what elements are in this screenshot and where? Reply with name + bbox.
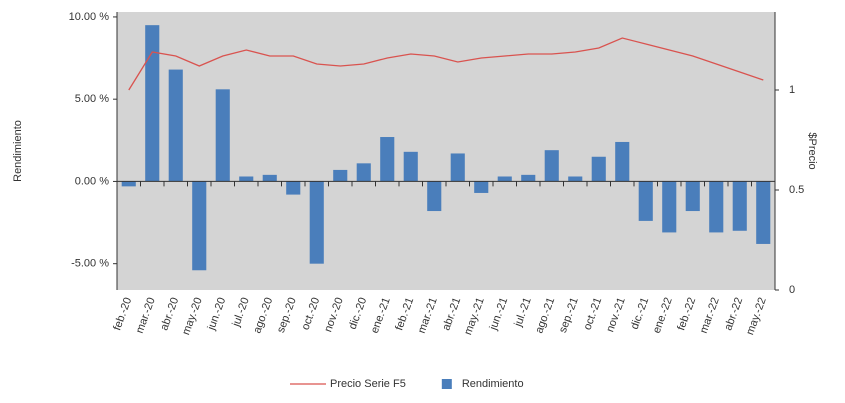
x-tick-label: dic.-20	[347, 296, 370, 331]
x-tick-label: sep.-20	[275, 296, 299, 335]
x-tick-label: may.-20	[180, 296, 205, 337]
bar	[568, 176, 583, 182]
line	[128, 37, 764, 91]
bar	[239, 176, 254, 182]
y2-tick-label: 0.5	[789, 184, 804, 196]
x-tick-label: feb.-20	[111, 296, 134, 332]
y-axis-label: Rendimiento	[12, 120, 24, 182]
bar	[662, 181, 677, 233]
x-tick-label: may.-22	[744, 296, 769, 337]
bar	[286, 181, 301, 195]
legend-label: Precio Serie F5	[330, 378, 406, 390]
y-tick-label: 5.00 %	[75, 93, 109, 105]
bar	[497, 176, 512, 182]
x-tick-label: mar.-21	[416, 296, 440, 335]
bar	[121, 181, 136, 187]
bar	[474, 181, 489, 193]
x-tick-label: ago.-21	[533, 296, 557, 335]
x-tick-label: jul.-21	[512, 296, 534, 329]
x-tick-label: jul.-20	[230, 296, 252, 329]
legend-swatch	[441, 379, 452, 389]
bar	[356, 163, 371, 182]
bar	[215, 89, 230, 182]
x-tick-label: sep.-21	[557, 296, 581, 335]
bar	[333, 169, 348, 182]
x-tick-label: feb.-22	[675, 296, 698, 332]
bar	[685, 181, 700, 212]
x-tick-label: jun.-20	[205, 296, 228, 333]
bar	[192, 181, 207, 271]
x-tick-label: mar.-20	[134, 296, 158, 335]
y-tick-label: -5.00 %	[71, 258, 109, 270]
x-tick-label: abr.-21	[440, 296, 463, 332]
x-tick-label: abr.-20	[158, 296, 181, 332]
x-tick-label: ene.-21	[369, 296, 393, 335]
x-tick-label: oct.-20	[300, 296, 323, 332]
x-tick-label: may.-21	[462, 296, 487, 337]
bar	[615, 141, 630, 182]
bar	[168, 69, 183, 182]
x-tick-label: nov.-20	[322, 296, 346, 334]
bar	[380, 137, 395, 182]
bar	[709, 181, 724, 233]
legend-label: Rendimiento	[462, 378, 524, 390]
x-tick-label: jun.-21	[487, 296, 510, 333]
bar	[756, 181, 771, 244]
bar	[145, 25, 160, 182]
bar	[544, 150, 559, 182]
x-tick-label: ene.-22	[651, 296, 675, 335]
bar	[732, 181, 747, 231]
bar	[403, 151, 418, 182]
y2-tick-label: 0	[789, 284, 795, 296]
x-tick-label: nov.-21	[604, 296, 628, 334]
bar	[262, 174, 277, 182]
bar	[427, 181, 442, 212]
bar	[450, 153, 465, 182]
bar	[638, 181, 653, 221]
x-tick-label: feb.-21	[393, 296, 416, 332]
x-tick-label: abr.-22	[722, 296, 745, 332]
y-tick-label: 10.00 %	[69, 11, 110, 23]
y2-tick-label: 1	[789, 84, 795, 96]
y-tick-label: 0.00 %	[75, 175, 109, 187]
x-tick-label: dic.-21	[629, 296, 652, 331]
bar	[309, 181, 324, 264]
y2-axis-label: $Precio	[806, 132, 818, 169]
x-tick-label: ago.-20	[251, 296, 275, 335]
bar	[591, 156, 606, 182]
x-tick-label: oct.-21	[582, 296, 605, 332]
bar	[521, 174, 536, 182]
x-tick-label: mar.-22	[698, 296, 722, 335]
